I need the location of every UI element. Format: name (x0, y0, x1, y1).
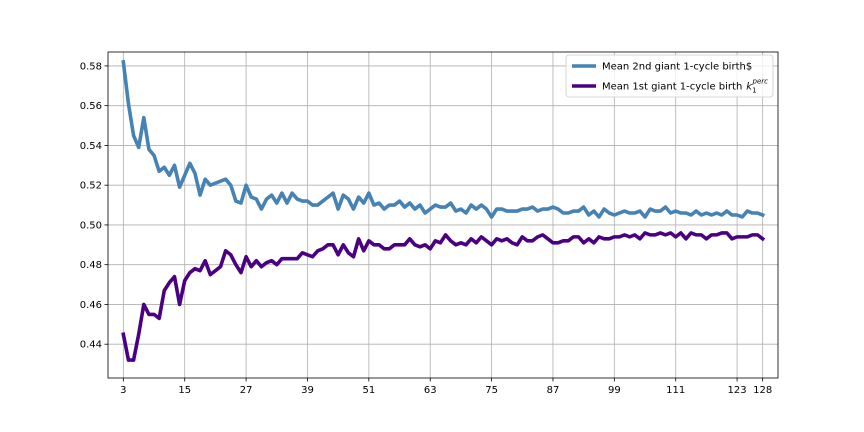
x-tick-label: 87 (547, 385, 560, 396)
axis-ticks-layer: 3 15 27 39 51 63 75 87 99 111 123 128 0.44 0.46 0.48 0.… (80, 61, 772, 396)
x-tick-label: 128 (753, 385, 772, 396)
y-tick-label: 0.46 (80, 300, 102, 311)
x-tick-label: 51 (362, 385, 375, 396)
legend-box (565, 54, 774, 98)
series-line-1 (121, 59, 765, 219)
y-tick-label: 0.44 (80, 340, 102, 351)
x-tick-label: 99 (608, 385, 621, 396)
x-tick-label: 27 (240, 385, 253, 396)
legend-label-2: Mean 1st giant 1-cycle birth k1perc (602, 78, 768, 95)
y-tick-label: 0.48 (80, 260, 102, 271)
legend: Mean 2nd giant 1-cycle birth$ Mean 1st gi… (565, 54, 774, 98)
y-tick-label: 0.52 (80, 181, 102, 192)
y-tick-label: 0.50 (80, 220, 102, 231)
x-tick-label: 3 (120, 385, 126, 396)
x-tick-label: 75 (485, 385, 498, 396)
x-tick-label: 111 (666, 385, 685, 396)
x-tick-label: 63 (424, 385, 437, 396)
y-tick-label: 0.56 (80, 101, 102, 112)
plot-area-frame (107, 51, 779, 379)
legend-label-1: Mean 2nd giant 1-cycle birth$ (602, 62, 752, 73)
x-tick-label: 15 (178, 385, 191, 396)
x-tick-label: 123 (728, 385, 747, 396)
y-tick-label: 0.58 (80, 61, 102, 72)
series-line-2 (121, 231, 766, 362)
y-tick-label: 0.54 (80, 141, 102, 152)
x-tick-label: 39 (301, 385, 314, 396)
series-layer (121, 59, 766, 362)
